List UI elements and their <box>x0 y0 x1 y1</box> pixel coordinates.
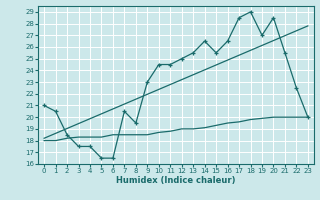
X-axis label: Humidex (Indice chaleur): Humidex (Indice chaleur) <box>116 176 236 185</box>
